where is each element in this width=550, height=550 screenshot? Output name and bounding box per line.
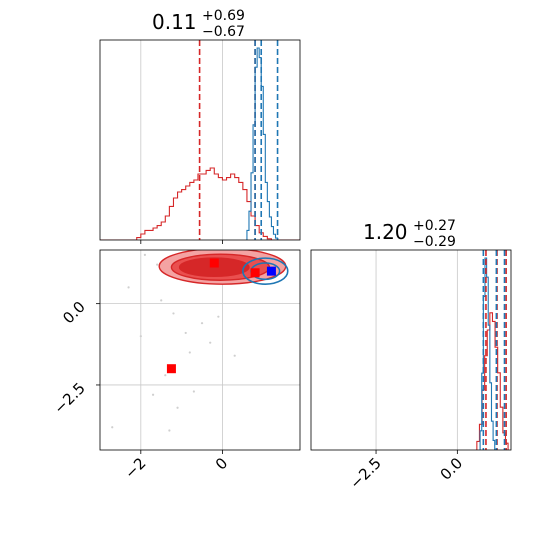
sample-point bbox=[160, 299, 163, 302]
sample-point bbox=[172, 312, 175, 315]
sample-point bbox=[192, 390, 195, 393]
sample-point bbox=[168, 429, 171, 432]
sample-point bbox=[209, 341, 212, 344]
histogram-blue-p1 bbox=[246, 47, 279, 240]
panel-1-frame bbox=[99, 39, 301, 241]
sample-point bbox=[156, 263, 159, 266]
y-tick-label-joint: 0.0 bbox=[59, 298, 89, 328]
sample-point bbox=[139, 335, 142, 338]
panel-4-frame bbox=[310, 249, 512, 451]
panel-3-frame bbox=[99, 249, 301, 451]
histogram-red-p1 bbox=[100, 167, 300, 240]
sample-point bbox=[217, 315, 220, 318]
sample-point bbox=[127, 286, 130, 289]
x-tick-label-joint: 0 bbox=[212, 454, 231, 473]
title-p2-minus: −0.29 bbox=[413, 234, 456, 250]
contour-blue bbox=[242, 257, 289, 285]
title-p2-value: 1.20 bbox=[363, 220, 408, 244]
sample-point bbox=[151, 393, 155, 396]
sample-point bbox=[184, 331, 187, 335]
title-p1-plus: +0.69 bbox=[202, 8, 245, 24]
sample-point bbox=[111, 426, 114, 429]
x-tick-label-p2: 0.0 bbox=[437, 454, 467, 484]
sample-point bbox=[200, 322, 204, 325]
title-p1-value: 0.11 bbox=[152, 10, 197, 34]
y-tick-label-joint: −2.5 bbox=[50, 379, 88, 417]
sample-point bbox=[143, 253, 146, 256]
title-p1-minus: −0.67 bbox=[202, 24, 245, 40]
panel-4-plot bbox=[476, 250, 509, 450]
x-tick-label-p2: −2.5 bbox=[346, 454, 384, 492]
sample-point bbox=[164, 374, 167, 377]
panel-1-plot bbox=[100, 40, 300, 240]
sample-point bbox=[176, 406, 179, 409]
panel-3-plot bbox=[111, 250, 289, 432]
marker-square bbox=[266, 266, 276, 276]
marker-square bbox=[250, 268, 260, 278]
sample-point bbox=[233, 354, 236, 357]
marker-square bbox=[166, 364, 176, 374]
title-p2-plus: +0.27 bbox=[413, 218, 456, 234]
histogram-blue-p2 bbox=[479, 257, 496, 450]
x-tick-label-joint: −2 bbox=[121, 454, 149, 482]
marker-square bbox=[209, 258, 219, 268]
sample-point bbox=[188, 351, 191, 354]
